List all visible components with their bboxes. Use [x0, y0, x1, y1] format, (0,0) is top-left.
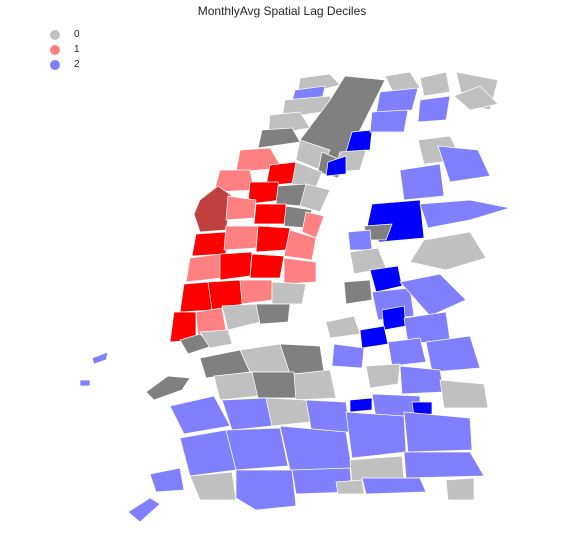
tract-96: [445, 477, 475, 501]
tract-54: [347, 229, 373, 251]
tract-42: [369, 109, 409, 133]
tract-35: [221, 303, 261, 331]
tract-65: [387, 337, 427, 367]
tract-49: [437, 145, 491, 183]
tract-23: [255, 225, 291, 253]
tract-38: [199, 329, 233, 349]
tract-50: [399, 163, 445, 201]
tract-88: [403, 411, 473, 453]
tract-87: [345, 411, 407, 459]
tract-57: [369, 265, 403, 293]
tract-98: [149, 467, 185, 493]
tract-22: [223, 225, 259, 251]
tract-100: [91, 351, 109, 365]
manhattan-region: [169, 73, 386, 355]
legend-label-2: 2: [74, 59, 80, 70]
tract-36: [255, 303, 291, 325]
tract-40: [375, 87, 419, 115]
tract-41: [345, 129, 373, 153]
legend-item-0: 0: [50, 27, 80, 42]
tract-78: [251, 371, 297, 399]
tract-85: [225, 427, 289, 471]
legend-item-1: 1: [50, 42, 80, 57]
tract-6: [257, 127, 301, 149]
tract-90: [235, 469, 297, 511]
tract-95: [361, 477, 427, 495]
legend-label-0: 0: [74, 29, 80, 40]
tract-71: [439, 379, 489, 409]
tract-17: [225, 195, 257, 221]
tract-53: [419, 199, 511, 229]
tract-68: [365, 363, 401, 389]
tract-24: [283, 229, 317, 261]
tract-94: [335, 479, 365, 495]
tract-86: [279, 425, 353, 471]
tract-77: [213, 371, 259, 401]
tract-26: [219, 251, 253, 281]
tract-82: [265, 397, 311, 427]
tract-60: [399, 273, 467, 317]
tract-16: [193, 185, 233, 233]
tract-21: [191, 231, 227, 257]
legend-label-1: 1: [74, 44, 80, 55]
tract-45: [417, 95, 451, 123]
tract-73: [411, 401, 433, 417]
tract-67: [331, 343, 365, 369]
tract-93: [403, 451, 485, 479]
tract-101: [79, 379, 91, 387]
tract-69: [399, 365, 445, 395]
tract-43: [419, 71, 451, 97]
tract-18: [253, 203, 287, 225]
tract-47: [325, 155, 347, 177]
tract-61: [381, 305, 407, 331]
tract-64: [359, 325, 389, 349]
tract-55: [409, 231, 487, 271]
tract-80: [169, 395, 231, 435]
legend-item-2: 2: [50, 57, 80, 72]
tract-15: [299, 183, 331, 213]
tract-32: [271, 281, 307, 305]
tract-25: [185, 253, 223, 283]
tract-97: [127, 497, 161, 523]
legend-swatch-0: [50, 29, 60, 40]
tract-20: [301, 211, 325, 239]
tract-31: [239, 279, 273, 305]
legend-swatch-1: [50, 44, 60, 55]
tract-89: [189, 471, 237, 501]
tract-28: [283, 257, 317, 285]
queens-region: [325, 231, 489, 419]
tract-70: [349, 397, 373, 413]
tract-58: [343, 279, 373, 305]
map-title: MonthlyAvg Spatial Lag Deciles: [197, 4, 367, 18]
tract-63: [325, 315, 361, 339]
brooklyn-region: [127, 343, 485, 523]
tract-66: [425, 335, 481, 373]
tract-99: [145, 375, 191, 401]
tract-102: [453, 85, 499, 111]
map-legend: 0 1 2: [50, 27, 80, 72]
outlying-tracts: [79, 85, 499, 401]
tract-27: [249, 253, 285, 279]
legend-swatch-2: [50, 59, 60, 70]
tract-79: [293, 369, 337, 401]
